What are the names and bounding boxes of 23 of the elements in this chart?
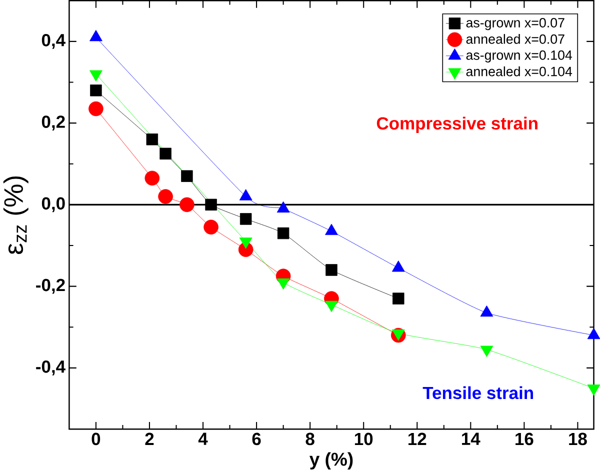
x-tick-label: 2	[145, 432, 154, 446]
x-tick-label: 6	[252, 432, 261, 446]
x-tick-label: 16	[516, 432, 534, 446]
x-tick-label: 0	[92, 432, 100, 446]
y-axis-title: ε$_{zz}$ (%)	[3, 176, 28, 254]
x-tick-label: 18	[569, 432, 587, 446]
annotation: Compressive strain	[376, 116, 538, 134]
legend-label: annealed x=0.104	[466, 66, 572, 76]
legend-label: as-grown x=0.07	[466, 18, 564, 30]
y-tick-label: -0,4	[36, 360, 66, 376]
x-tick-label: 10	[354, 432, 373, 446]
y-tick-label: -0,2	[36, 278, 65, 294]
x-tick-label: 8	[306, 432, 314, 446]
legend-label: annealed x=0.07	[466, 34, 564, 44]
annotation: Tensile strain	[422, 386, 533, 400]
x-tick-label: 4	[198, 432, 208, 445]
legend-label: as-grown x=0.104	[466, 50, 572, 63]
y-tick-label: 0,0	[42, 197, 65, 212]
y-tick-label: 0,4	[42, 34, 66, 49]
y-tick-label: 0,2	[42, 116, 65, 131]
x-tick-label: 14	[462, 432, 480, 445]
x-axis-title: y (%)	[310, 452, 353, 470]
x-tick-label: 12	[408, 432, 426, 446]
